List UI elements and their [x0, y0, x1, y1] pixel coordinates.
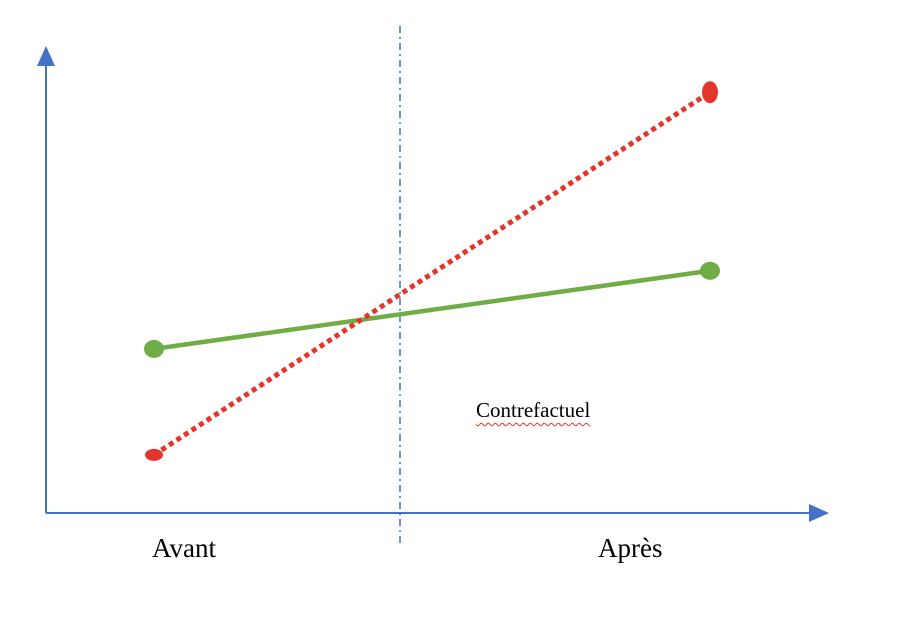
observed-point-before [144, 339, 164, 358]
series-layer [144, 81, 720, 461]
counterfactual-label: Contrefactuel [476, 398, 591, 422]
observed-line [153, 268, 711, 352]
x-axis-arrow [809, 504, 829, 522]
counterfactual-point-before [145, 448, 163, 461]
x-label-before: Avant [152, 533, 216, 563]
counterfactual-point-after [702, 81, 718, 104]
y-axis-arrow [37, 46, 55, 66]
x-label-after: Après [598, 533, 663, 563]
counterfactual-line [152, 90, 712, 458]
observed-point-after [700, 261, 720, 280]
